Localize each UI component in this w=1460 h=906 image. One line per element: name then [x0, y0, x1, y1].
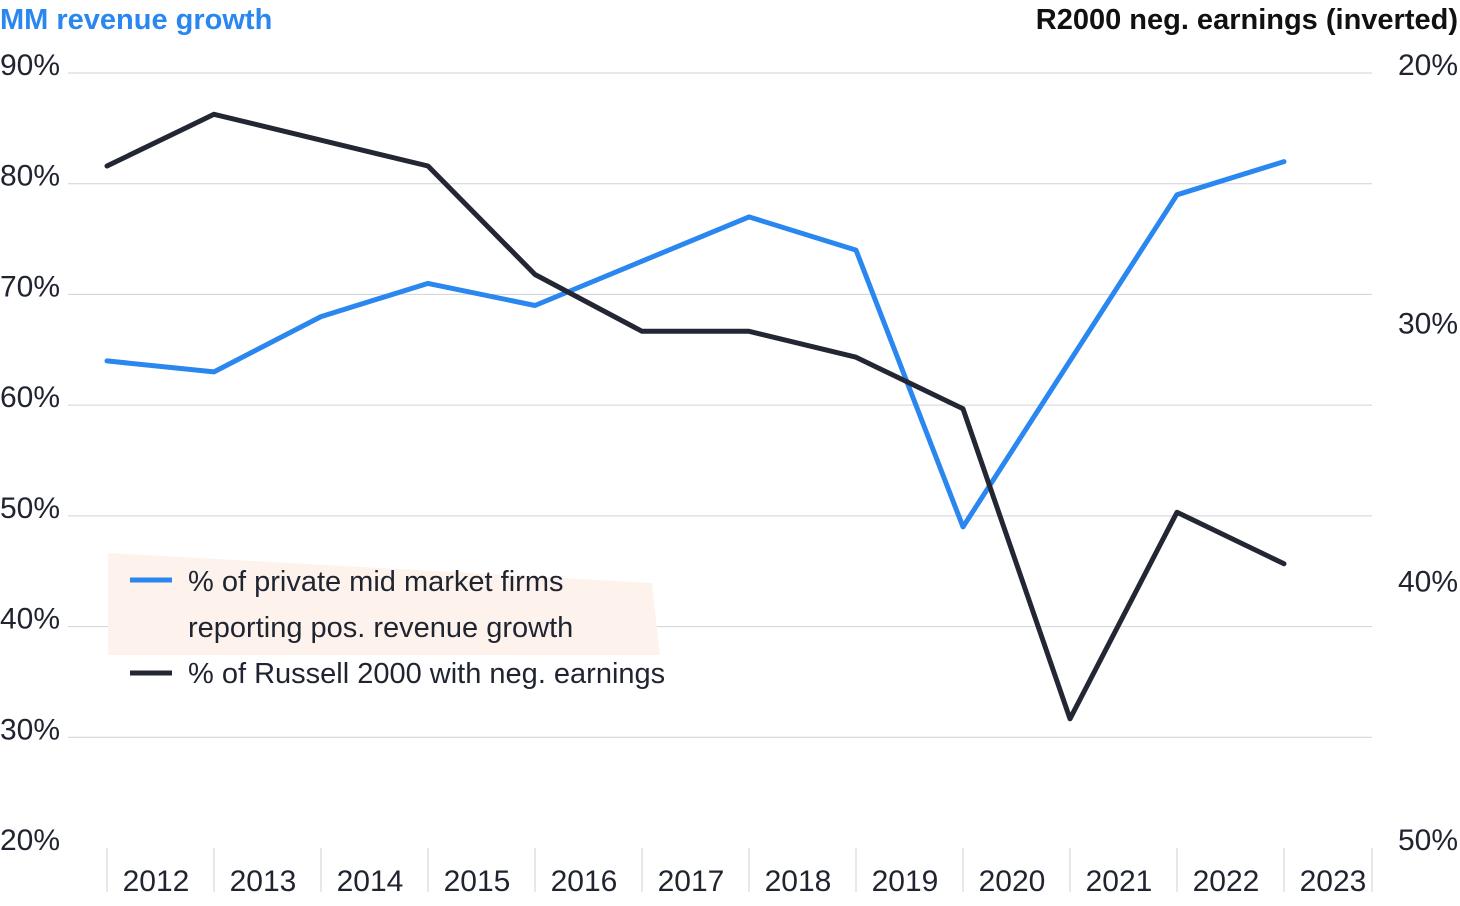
left-tick-label: 30% — [0, 713, 60, 746]
x-tick-label: 2016 — [551, 865, 618, 898]
x-tick-label: 2023 — [1300, 865, 1367, 898]
x-tick-label: 2012 — [123, 865, 190, 898]
left-tick-label: 20% — [0, 824, 60, 857]
x-axis: 2012 2013 2014 2015 2016 2017 2018 2019 2020 2021… — [106, 848, 1373, 898]
left-axis-title: MM revenue growth — [0, 4, 272, 36]
left-tick-label: 40% — [0, 603, 60, 636]
right-tick-label: 30% — [1398, 307, 1458, 340]
x-tick-label: 2017 — [658, 865, 725, 898]
left-tick-label: 70% — [0, 270, 60, 303]
x-tick-label: 2018 — [765, 865, 832, 898]
series-line-mm-revenue — [104, 159, 1287, 530]
x-tick-label: 2021 — [1086, 865, 1153, 898]
left-axis-ticks: 90% 80% 70% 60% 50% 40% 30% 20% — [0, 49, 60, 857]
right-axis-ticks: 20% 30% 40% 50% — [1398, 49, 1458, 857]
right-tick-label: 50% — [1398, 824, 1458, 857]
legend-background — [108, 553, 660, 655]
x-tick-label: 2019 — [872, 865, 939, 898]
x-tick-label: 2022 — [1193, 865, 1260, 898]
x-tick-label: 2013 — [230, 865, 297, 898]
legend: % of private mid market firms reporting … — [108, 553, 665, 690]
x-tick-label: 2015 — [444, 865, 511, 898]
left-tick-label: 80% — [0, 160, 60, 193]
right-tick-label: 20% — [1398, 49, 1458, 82]
right-axis-title: R2000 neg. earnings (inverted) — [1036, 4, 1458, 36]
series — [104, 111, 1287, 722]
legend-label-mm-line2: reporting pos. revenue growth — [188, 612, 573, 644]
left-tick-label: 50% — [0, 492, 60, 525]
x-tick-label: 2014 — [337, 865, 404, 898]
series-line-r2000-neg-earnings — [104, 111, 1287, 722]
legend-label-mm-line1: % of private mid market firms — [188, 566, 563, 598]
left-tick-label: 60% — [0, 381, 60, 414]
right-tick-label: 40% — [1398, 566, 1458, 599]
left-tick-label: 90% — [0, 49, 60, 82]
x-tick-label: 2020 — [979, 865, 1046, 898]
legend-label-r2000: % of Russell 2000 with neg. earnings — [188, 658, 665, 690]
